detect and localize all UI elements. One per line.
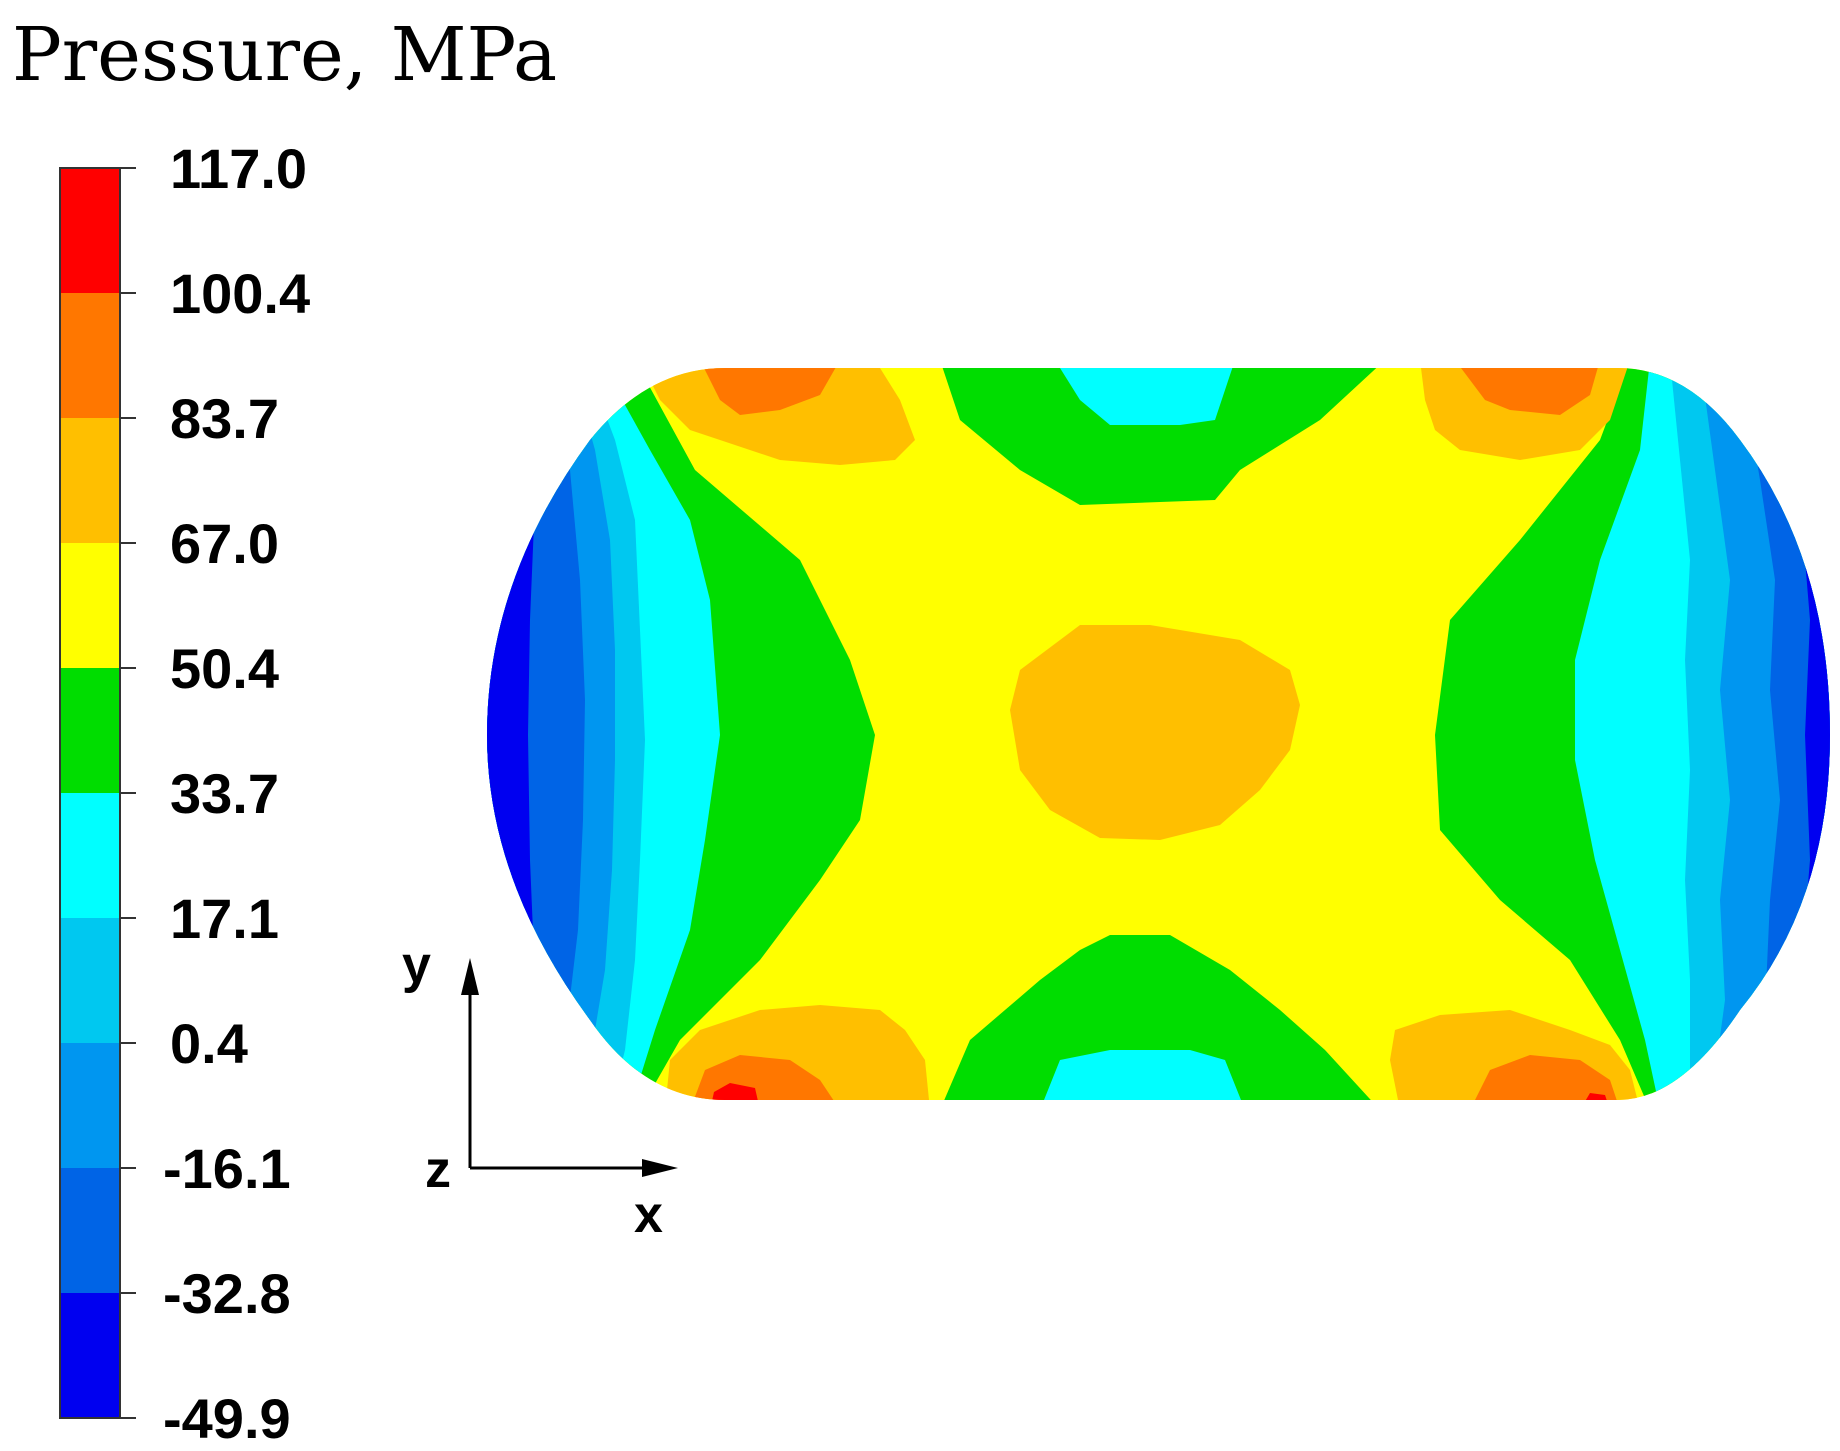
- x-axis-label: x: [634, 1186, 663, 1244]
- colorbar: 117.0 100.4 83.7 67.0 50.4 33.7 17.1 0.4 -16.1 -3…: [59, 137, 310, 1450]
- contour-band-bottom-green: [940, 935, 1380, 1100]
- colorbar-tick-label: 83.7: [170, 387, 279, 450]
- colorbar-band: [60, 668, 120, 794]
- contour-field: [487, 368, 1830, 1100]
- colorbar-tick-label: 100.4: [170, 262, 310, 325]
- colorbar-band: [60, 1168, 120, 1294]
- chart-title: Pressure, MPa: [12, 12, 557, 98]
- colorbar-band: [60, 793, 120, 919]
- colorbar-band: [60, 293, 120, 419]
- colorbar-tick-label: 17.1: [170, 887, 279, 950]
- contour-band-center-orange: [1010, 625, 1300, 840]
- z-axis-label: z: [425, 1141, 451, 1199]
- contour-band-top-green: [940, 368, 1385, 505]
- colorbar-tick-label: -49.9: [163, 1387, 291, 1450]
- contour-band-top-cyan: [1055, 368, 1235, 425]
- contour-band-topleft-orange: [640, 368, 915, 465]
- colorbar-tick-label: 33.7: [170, 762, 279, 825]
- colorbar-band: [60, 543, 120, 669]
- contour-band-topright-darkorange: [1455, 368, 1600, 415]
- colorbar-bands: [60, 168, 120, 1419]
- colorbar-tick-label: 0.4: [170, 1012, 248, 1075]
- contour-band-topleft-darkorange: [700, 368, 840, 415]
- contour-band-bottomright-red: [1580, 1093, 1610, 1100]
- x-axis-arrowhead: [642, 1159, 678, 1177]
- colorbar-band: [60, 418, 120, 544]
- colorbar-band: [60, 1293, 120, 1419]
- colorbar-tick-label: 67.0: [170, 512, 279, 575]
- contour-band-bottomleft-red: [710, 1083, 760, 1100]
- colorbar-tick-label: -16.1: [163, 1137, 291, 1200]
- contour-band-bottom-cyan: [1040, 1050, 1245, 1100]
- axis-triad: y x z: [402, 936, 678, 1244]
- colorbar-labels: 117.0 100.4 83.7 67.0 50.4 33.7 17.1 0.4 -16.1 -3…: [163, 137, 310, 1450]
- colorbar-tick-label: -32.8: [163, 1262, 291, 1325]
- colorbar-tick-label: 117.0: [170, 137, 307, 200]
- colorbar-tick-label: 50.4: [170, 637, 279, 700]
- y-axis-label: y: [402, 936, 431, 994]
- colorbar-band: [60, 1043, 120, 1169]
- colorbar-ticks: [120, 167, 136, 1419]
- colorbar-band: [60, 168, 120, 294]
- contour-band-bottomright-darkorange: [1470, 1055, 1620, 1100]
- colorbar-band: [60, 918, 120, 1044]
- y-axis-arrowhead: [461, 958, 479, 995]
